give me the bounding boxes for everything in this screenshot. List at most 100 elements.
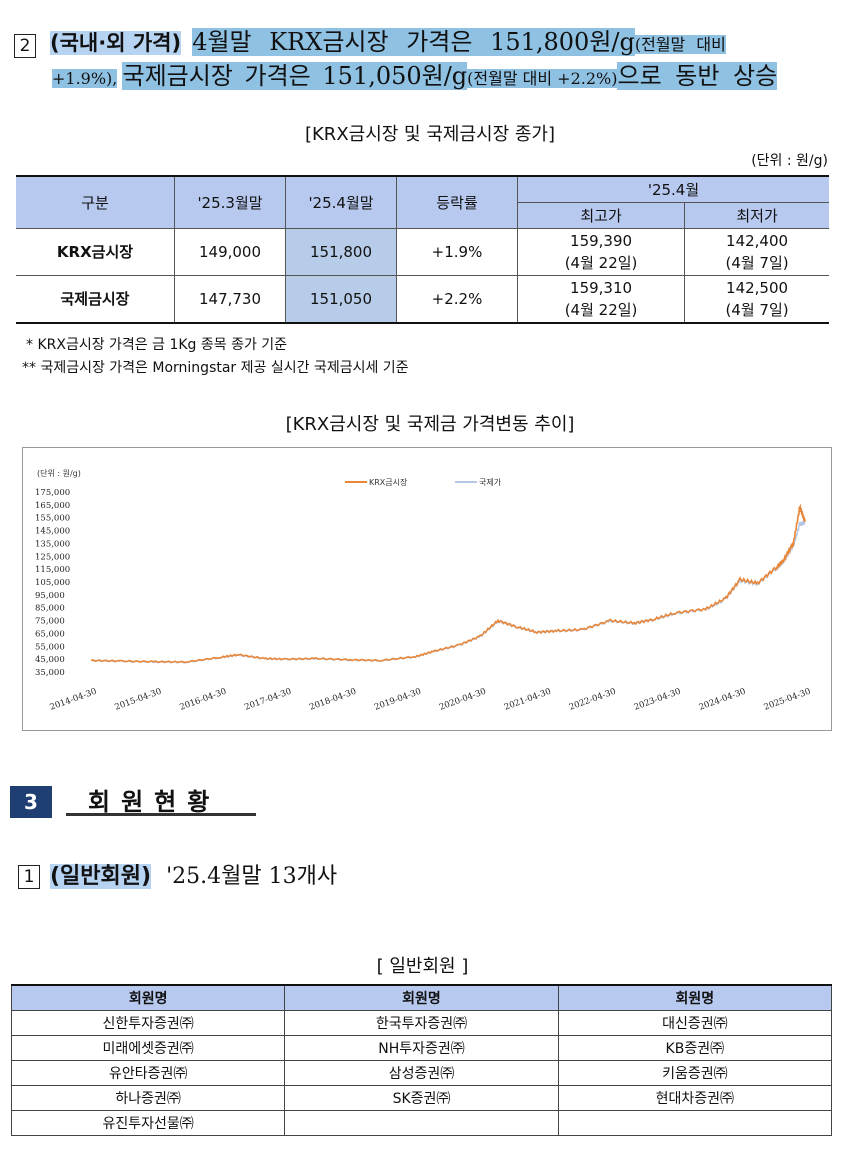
- col-prev-month: '25.3월말: [174, 175, 286, 229]
- member-name: 유안타증권㈜: [10, 1060, 286, 1086]
- low-cell: 142,500 (4월 7일): [684, 275, 829, 324]
- y-tick-label: 55,000: [35, 642, 65, 652]
- legend-label: KRX금시장: [369, 477, 408, 487]
- x-tick-label: 2022-04-30: [568, 687, 617, 713]
- legend-label: 국제가: [479, 478, 502, 487]
- member-name: 미래에셋증권㈜: [10, 1035, 286, 1061]
- note-2: ** 국제금시장 가격은 Morningstar 제공 실시간 국제금시세 기준: [22, 360, 409, 376]
- member-header: 회원명: [10, 984, 286, 1011]
- unit-label: (단위 : 원/g): [751, 153, 828, 169]
- col-this-month: '25.4월말: [285, 175, 397, 229]
- change-rate: +2.2%: [396, 275, 518, 324]
- section2-paragraph: 2 (국내·외 가격) 4월말 KRX금시장 가격은 151,800원/g(전월말…: [14, 22, 844, 90]
- intl-change-note: (전월말 대비 +2.2%): [467, 69, 618, 88]
- member-name: [284, 1110, 559, 1136]
- y-tick-label: 35,000: [35, 668, 65, 678]
- y-tick-label: 65,000: [35, 629, 65, 639]
- col-period: '25.4월: [517, 175, 829, 203]
- y-tick-label: 135,000: [35, 539, 70, 549]
- member-header: 회원명: [557, 984, 833, 1011]
- x-tick-label: 2019-04-30: [373, 687, 422, 713]
- item-number-box: 2: [14, 33, 36, 58]
- table-notes: * KRX금시장 가격은 금 1Kg 종목 종가 기준 ** 국제금시장 가격은…: [22, 334, 409, 380]
- high-cell: 159,310 (4월 22일): [516, 275, 686, 324]
- member-table: 회원명 회원명 회원명 신한투자증권㈜ 한국투자증권㈜ 대신증권㈜ 미래에셋증권…: [10, 984, 833, 1136]
- chart-caption: [KRX금시장 및 국제금 가격변동 추이]: [285, 414, 575, 435]
- paragraph-line-1: 2 (국내·외 가격) 4월말 KRX금시장 가격은 151,800원/g(전월말…: [14, 22, 844, 58]
- price-summary-text: 4월말 KRX금시장 가격은 151,800원/g: [192, 28, 635, 56]
- y-tick-label: 45,000: [35, 655, 65, 665]
- x-tick-label: 2021-04-30: [503, 687, 552, 713]
- col-low: 최저가: [684, 202, 829, 229]
- low-price: 142,400: [726, 232, 789, 250]
- y-tick-label: 175,000: [35, 488, 70, 498]
- x-tick-label: 2018-04-30: [308, 687, 357, 713]
- table-row: 유진투자선물㈜: [10, 1110, 833, 1136]
- member-summary: 1 (일반회원) '25.4월말 13개사: [18, 858, 337, 890]
- y-tick-label: 145,000: [35, 527, 70, 537]
- high-price: 159,390: [570, 232, 633, 250]
- y-tick-label: 95,000: [35, 591, 65, 601]
- low-date: (4월 7일): [725, 301, 789, 319]
- x-tick-label: 2025-04-30: [763, 687, 812, 713]
- member-name: 하나증권㈜: [10, 1085, 286, 1111]
- y-tick-label: 85,000: [35, 604, 65, 614]
- low-cell: 142,400 (4월 7일): [684, 228, 829, 276]
- member-count-text: '25.4월말 13개사: [166, 864, 338, 889]
- low-price: 142,500: [726, 279, 789, 297]
- member-name: SK증권㈜: [284, 1085, 559, 1111]
- member-name: [557, 1110, 833, 1136]
- x-tick-label: 2020-04-30: [438, 687, 487, 713]
- curr-price: 151,800: [285, 228, 397, 276]
- series-line-intl: [90, 520, 806, 664]
- member-name: 현대차증권㈜: [557, 1085, 833, 1111]
- intl-price-text: 국제금시장 가격은 151,050원/g: [122, 62, 468, 90]
- member-name: KB증권㈜: [557, 1035, 833, 1061]
- chart-svg: (단위 : 원/g) 175,000 165,000 155,000 145,000 13…: [35, 468, 812, 713]
- high-date: (4월 22일): [564, 254, 638, 272]
- prev-price: 147,730: [174, 275, 286, 324]
- table-row: 국제금시장 147,730 151,050 +2.2% 159,310 (4월 2…: [16, 275, 829, 324]
- y-tick-label: 115,000: [35, 565, 70, 575]
- price-table-caption: [KRX금시장 및 국제금시장 종가]: [304, 124, 555, 145]
- change-rate: +1.9%: [396, 228, 518, 276]
- item-number-box: 1: [18, 865, 40, 889]
- table-row: 신한투자증권㈜ 한국투자증권㈜ 대신증권㈜: [10, 1010, 833, 1036]
- table-row: 하나증권㈜ SK증권㈜ 현대차증권㈜: [10, 1085, 833, 1111]
- table-row: 미래에셋증권㈜ NH투자증권㈜ KB증권㈜: [10, 1035, 833, 1061]
- paragraph-line-2: +1.9%), 국제금시장 가격은 151,050원/g(전월말 대비 +2.2…: [52, 56, 844, 90]
- price-table: 구분 '25.3월말 '25.4월말 등락률 '25.4월 최고가 최저가 KR…: [16, 175, 829, 324]
- note-1: * KRX금시장 가격은 금 1Kg 종목 종가 기준: [26, 337, 288, 353]
- member-name: 대신증권㈜: [557, 1010, 833, 1036]
- member-name: NH투자증권㈜: [284, 1035, 559, 1061]
- row-name: 국제금시장: [16, 275, 175, 324]
- section-heading: (국내·외 가격): [50, 31, 182, 55]
- x-tick-label: 2023-04-30: [633, 687, 682, 713]
- section-number: 3: [10, 786, 52, 818]
- col-high: 최고가: [517, 202, 686, 229]
- price-summary-note: (전월말 대비: [634, 35, 726, 54]
- high-cell: 159,390 (4월 22일): [516, 228, 686, 276]
- krx-change-note: +1.9%),: [52, 69, 118, 88]
- y-tick-label: 75,000: [35, 617, 65, 627]
- curr-price: 151,050: [285, 275, 397, 324]
- chart-unit-label: (단위 : 원/g): [37, 468, 81, 478]
- x-tick-label: 2015-04-30: [114, 687, 163, 713]
- series-line-krx: [90, 503, 806, 664]
- high-price: 159,310: [570, 279, 633, 297]
- x-tick-label: 2016-04-30: [178, 687, 227, 713]
- paragraph-tail: 으로 동반 상승: [617, 62, 778, 90]
- x-tick-label: 2024-04-30: [698, 687, 747, 713]
- table-row: 유안타증권㈜ 삼성증권㈜ 키움증권㈜: [10, 1060, 833, 1086]
- high-date: (4월 22일): [564, 301, 638, 319]
- table-row: KRX금시장 149,000 151,800 +1.9% 159,390 (4월 …: [16, 228, 829, 276]
- y-tick-label: 165,000: [35, 501, 70, 511]
- section-title: 회원현황: [66, 782, 256, 816]
- col-change: 등락률: [396, 175, 518, 229]
- col-category: 구분: [16, 175, 175, 229]
- low-date: (4월 7일): [725, 254, 789, 272]
- prev-price: 149,000: [174, 228, 286, 276]
- member-name: 유진투자선물㈜: [10, 1110, 286, 1136]
- y-tick-label: 155,000: [35, 514, 70, 524]
- member-name: 신한투자증권㈜: [10, 1010, 286, 1036]
